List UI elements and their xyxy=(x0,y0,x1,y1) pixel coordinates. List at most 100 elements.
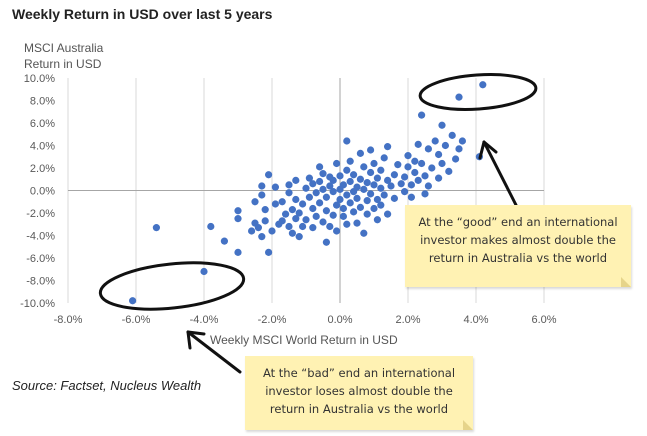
data-point xyxy=(367,190,375,198)
y-tick-label: 10.0% xyxy=(24,73,55,85)
good-arrow xyxy=(478,140,518,207)
data-point xyxy=(435,174,443,182)
data-point xyxy=(404,152,412,160)
data-point xyxy=(299,222,307,231)
data-point xyxy=(479,81,487,89)
data-point xyxy=(373,174,381,182)
bad-arrow xyxy=(186,330,242,374)
x-tick-label: -4.0% xyxy=(190,314,219,326)
data-point xyxy=(234,207,242,215)
y-tick-label: -10.0% xyxy=(20,298,55,310)
data-point xyxy=(407,193,415,201)
sticky-note-fold xyxy=(463,420,473,430)
data-point xyxy=(370,159,378,168)
data-point xyxy=(401,173,409,181)
chart-title: Weekly Return in USD over last 5 years xyxy=(12,6,273,22)
good-end-annotation-text: At the “good” end an international inves… xyxy=(418,215,618,265)
data-point xyxy=(367,146,375,154)
data-point xyxy=(421,190,429,198)
y-tick-label: -8.0% xyxy=(26,276,55,288)
good-end-annotation: At the “good” end an international inves… xyxy=(405,205,631,287)
data-point xyxy=(271,200,279,208)
data-point xyxy=(271,183,279,191)
data-point xyxy=(322,207,330,215)
data-point xyxy=(397,180,405,188)
y-tick-label: -4.0% xyxy=(26,231,55,243)
data-point xyxy=(322,193,330,201)
data-point xyxy=(309,180,317,188)
data-point xyxy=(278,198,286,206)
data-point xyxy=(278,217,286,225)
data-point xyxy=(319,170,327,178)
x-tick-label: -8.0% xyxy=(54,314,83,326)
data-point xyxy=(316,199,324,207)
x-tick-label: 0.0% xyxy=(327,314,352,326)
data-point xyxy=(309,204,317,213)
y-axis-label: MSCI Australia Return in USD xyxy=(24,40,103,72)
data-point xyxy=(336,195,344,204)
data-point xyxy=(380,191,388,199)
x-tick-label: -6.0% xyxy=(122,314,151,326)
y-tick-label: 4.0% xyxy=(30,141,55,153)
x-tick-label: -2.0% xyxy=(258,314,287,326)
data-point xyxy=(305,174,313,182)
data-point xyxy=(373,216,381,224)
data-point xyxy=(336,172,344,180)
data-point xyxy=(424,145,432,153)
data-point xyxy=(329,211,337,219)
data-point xyxy=(339,204,347,213)
data-point xyxy=(438,121,446,129)
data-point xyxy=(346,177,354,186)
data-point xyxy=(292,176,300,184)
data-point xyxy=(353,219,361,227)
data-point xyxy=(288,229,296,237)
data-point xyxy=(390,194,398,202)
data-point xyxy=(401,188,409,196)
data-point xyxy=(316,177,324,186)
data-point xyxy=(234,215,242,223)
y-tick-label: -6.0% xyxy=(26,253,55,265)
data-point xyxy=(258,233,266,241)
data-point xyxy=(360,163,368,171)
data-point xyxy=(384,210,392,218)
good-end-circle xyxy=(418,73,538,111)
data-point xyxy=(248,227,256,235)
source-note: Source: Factset, Nucleus Wealth xyxy=(12,378,202,393)
data-point xyxy=(292,215,300,223)
data-point xyxy=(254,224,262,232)
data-point xyxy=(220,237,228,245)
data-point xyxy=(207,222,215,231)
data-point xyxy=(455,93,463,101)
data-point xyxy=(377,184,385,192)
data-point xyxy=(438,159,446,168)
data-point xyxy=(343,220,351,228)
y-tick-label: 8.0% xyxy=(30,96,55,108)
y-tick-label: -2.0% xyxy=(26,208,55,220)
data-point xyxy=(299,200,307,208)
data-point xyxy=(414,176,422,184)
data-point xyxy=(329,176,337,184)
data-point xyxy=(424,182,432,190)
data-point xyxy=(333,201,341,209)
y-axis-label-line-2: Return in USD xyxy=(24,57,102,71)
data-point xyxy=(339,212,347,220)
data-point xyxy=(343,137,351,145)
bad-end-circle xyxy=(98,261,246,311)
data-point xyxy=(282,210,290,218)
data-point xyxy=(258,191,266,199)
data-point xyxy=(285,189,293,197)
data-point xyxy=(353,183,361,191)
data-point xyxy=(285,222,293,231)
data-point xyxy=(333,159,341,168)
data-point xyxy=(452,155,460,163)
data-point xyxy=(200,267,208,276)
data-point xyxy=(370,204,378,213)
data-point xyxy=(356,175,364,183)
data-point xyxy=(261,206,269,214)
data-point xyxy=(350,208,358,216)
data-point xyxy=(285,181,293,189)
data-point xyxy=(326,222,334,231)
data-point xyxy=(319,185,327,193)
data-point xyxy=(363,210,371,218)
